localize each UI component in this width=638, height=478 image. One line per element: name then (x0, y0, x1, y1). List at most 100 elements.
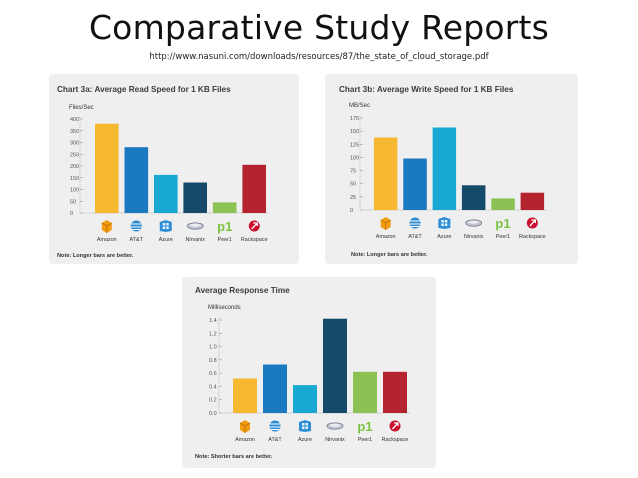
chart-panel-response-time: Average Response Time Milliseconds 0.0 0.2 0… (182, 277, 436, 468)
svg-text:p1: p1 (495, 216, 510, 231)
amazon-logo-icon (239, 420, 251, 433)
peer1-logo-icon: p1 (357, 419, 372, 434)
y-tick-label: 50 (350, 182, 356, 188)
y-tick-label: 0 (350, 208, 353, 214)
x-tick-label: Azure (437, 234, 451, 240)
bar-nirvanix (183, 182, 207, 213)
rackspace-logo-icon (526, 217, 538, 229)
bar-amazon (373, 137, 398, 210)
y-axis-label: Milliseconds (208, 305, 241, 311)
bar-rackspace (383, 371, 407, 413)
chart-note: Note: Longer bars are better. (57, 253, 134, 259)
nirvanix-logo-icon (326, 422, 344, 430)
y-tick-label: 175 (350, 116, 359, 122)
x-tick-label: Nirvanix (325, 437, 345, 443)
bar-at-t (403, 158, 427, 210)
y-tick-label: 200 (70, 164, 79, 170)
y-tick-label: 400 (70, 117, 79, 123)
y-tick-label: 100 (350, 155, 359, 161)
azure-logo-icon (438, 217, 451, 229)
chart-0: Chart 3a: Average Read Speed for 1 KB Fi… (57, 85, 269, 259)
x-tick-label: Rackspace (519, 234, 546, 240)
x-tick-label: Amazon (235, 437, 255, 443)
bar-nirvanix (323, 318, 347, 413)
at-t-logo-icon (409, 217, 421, 229)
y-tick-label: 25 (350, 195, 356, 201)
x-tick-label: Peer1 (496, 234, 510, 240)
x-tick-label: Peer1 (218, 237, 232, 243)
bars (233, 318, 407, 413)
x-tick-label: Rackspace (241, 237, 268, 243)
y-tick-label: 0.8 (209, 358, 217, 364)
svg-text:p1: p1 (217, 219, 232, 234)
y-tick-label: 125 (350, 142, 359, 148)
chart-2: Average Response Time Milliseconds 0.0 0.2 0… (195, 286, 410, 460)
x-tick-label: AT&T (268, 437, 282, 443)
bar-amazon (233, 378, 257, 413)
y-tick-label: 0.2 (209, 398, 217, 404)
bar-azure (432, 127, 457, 210)
x-tick-label: Rackspace (382, 437, 409, 443)
rackspace-logo-icon (389, 420, 401, 432)
azure-logo-icon (299, 420, 311, 432)
at-t-logo-icon (130, 220, 142, 232)
svg-text:p1: p1 (357, 419, 372, 434)
amazon-logo-icon (380, 217, 391, 230)
y-tick-label: 50 (70, 199, 76, 205)
chart-panel-write-speed: Chart 3b: Average Write Speed for 1 KB F… (325, 74, 578, 264)
y-tick-label: 150 (350, 129, 359, 135)
x-tick-label: Azure (159, 237, 173, 243)
y-axis-label: Files/Sec (69, 105, 94, 111)
chart-title: Average Response Time (195, 286, 290, 295)
x-tick-label: Azure (298, 437, 312, 443)
y-tick-label: 1.2 (209, 331, 217, 337)
bar-at-t (263, 364, 287, 413)
y-tick-label: 0.0 (209, 411, 217, 417)
bar-azure (154, 174, 178, 213)
response-time-chart: Average Response Time Milliseconds 0.0 0.2 0… (195, 286, 410, 460)
bar-peer1 (353, 371, 377, 413)
bar-nirvanix (461, 185, 486, 210)
y-tick-label: 75 (350, 169, 356, 175)
at-t-logo-icon (269, 420, 281, 432)
y-tick-label: 1.4 (209, 318, 217, 324)
amazon-logo-icon (101, 220, 112, 233)
chart-1: Chart 3b: Average Write Speed for 1 KB F… (339, 85, 547, 258)
write-speed-chart: Chart 3b: Average Write Speed for 1 KB F… (339, 85, 547, 258)
chart-title: Chart 3a: Average Read Speed for 1 KB Fi… (57, 85, 231, 94)
x-tick-label: Peer1 (358, 437, 372, 443)
x-tick-label: Nirvanix (186, 237, 206, 243)
x-tick-label: Nirvanix (464, 234, 484, 240)
y-tick-label: 0.6 (209, 371, 217, 377)
bars (373, 127, 545, 210)
peer1-logo-icon: p1 (495, 216, 510, 231)
y-tick-label: 250 (70, 152, 79, 158)
y-tick-label: 100 (70, 188, 79, 194)
nirvanix-logo-icon (465, 219, 483, 227)
peer1-logo-icon: p1 (217, 219, 232, 234)
chart-panel-read-speed: Chart 3a: Average Read Speed for 1 KB Fi… (49, 74, 299, 264)
x-tick-label: Amazon (376, 234, 396, 240)
bar-rackspace (520, 192, 545, 210)
rackspace-logo-icon (248, 220, 260, 232)
bar-rackspace (242, 164, 266, 213)
bar-at-t (124, 147, 149, 213)
bar-peer1 (491, 198, 515, 210)
y-tick-label: 0 (70, 211, 73, 217)
x-tick-label: Amazon (97, 237, 117, 243)
y-tick-label: 350 (70, 129, 79, 135)
y-tick-label: 0.4 (209, 384, 217, 390)
chart-note: Note: Longer bars are better. (351, 252, 428, 258)
x-tick-label: AT&T (408, 234, 422, 240)
bar-azure (293, 385, 317, 413)
slide-title: Comparative Study Reports (88, 8, 550, 47)
y-tick-label: 150 (70, 176, 79, 182)
x-tick-label: AT&T (130, 237, 144, 243)
nirvanix-logo-icon (186, 222, 204, 230)
chart-title: Chart 3b: Average Write Speed for 1 KB F… (339, 85, 514, 94)
y-tick-label: 1.0 (209, 345, 217, 351)
bar-peer1 (212, 202, 237, 213)
azure-logo-icon (159, 220, 172, 232)
source-url: http://www.nasuni.com/downloads/resource… (149, 52, 489, 62)
read-speed-chart: Chart 3a: Average Read Speed for 1 KB Fi… (57, 85, 269, 259)
